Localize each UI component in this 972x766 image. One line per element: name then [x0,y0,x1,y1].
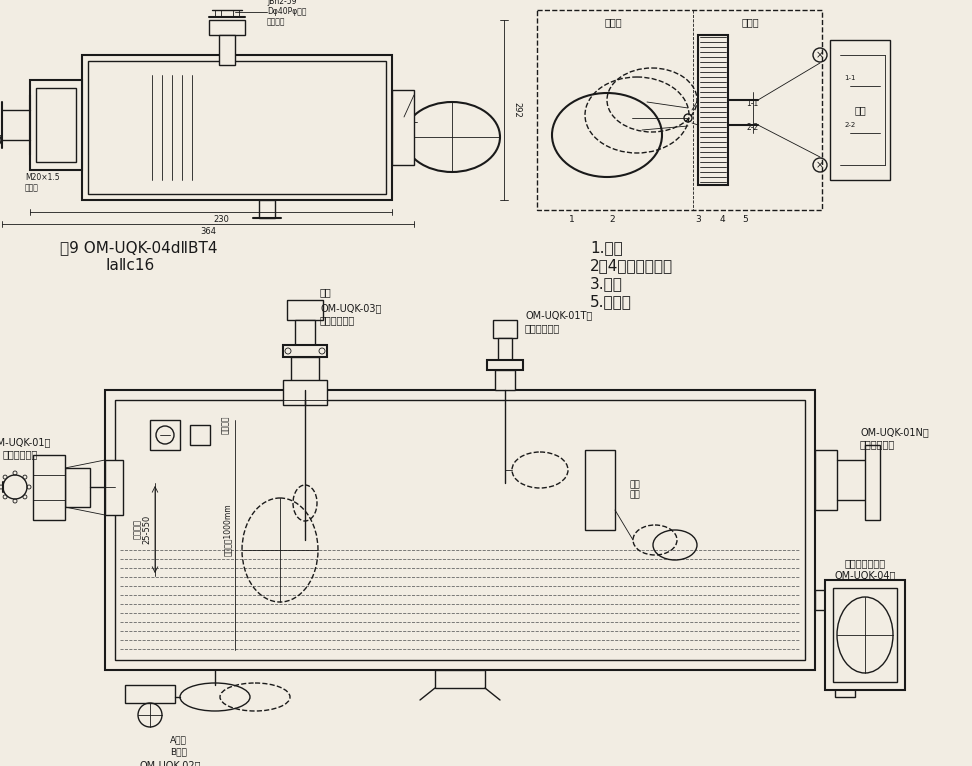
Bar [105,390,815,670]
Text: 2: 2 [609,215,615,224]
Bar [82,55,392,200]
Text: 3: 3 [695,215,701,224]
Text: 顶端垂直安装: 顶端垂直安装 [320,315,355,325]
Bar [259,200,275,218]
Bar [33,455,65,520]
Bar [65,468,90,507]
Text: 外侧面水平安装: 外侧面水平安装 [845,558,885,568]
Bar [498,338,512,360]
Text: JBh2-59: JBh2-59 [267,0,296,6]
Bar [835,685,855,697]
Bar [150,420,180,450]
Bar [30,80,82,170]
Text: 292: 292 [512,102,521,118]
Text: 1-1: 1-1 [845,75,855,81]
Bar [291,357,319,387]
Text: OM-UQK-04型: OM-UQK-04型 [834,570,895,580]
Bar [88,61,386,194]
Text: 2-2: 2-2 [845,122,855,128]
Text: 侧面水平安装: 侧面水平安装 [860,439,895,449]
Text: 浮球组: 浮球组 [605,17,622,27]
Bar [36,88,76,162]
Text: 1: 1 [570,215,574,224]
Text: 2-2: 2-2 [746,123,758,133]
Text: 凹面: 凹面 [320,287,331,297]
Text: OM-UQK-03型: OM-UQK-03型 [320,303,381,313]
Bar [125,685,175,703]
Text: 5.动触头: 5.动触头 [590,294,632,309]
Text: 230: 230 [213,215,229,224]
Bar [537,10,822,210]
Text: IaⅡc16: IaⅡc16 [105,258,155,273]
Text: 管编制造: 管编制造 [267,18,286,27]
Bar [815,590,830,610]
Bar [219,35,235,65]
Text: OM-UQK-01T型: OM-UQK-01T型 [525,310,592,320]
Bar [830,40,890,180]
Bar [585,450,615,530]
Text: 内螺纹: 内螺纹 [25,184,39,192]
Bar [825,580,905,690]
Bar [833,588,897,682]
Text: 控制范围: 控制范围 [132,519,142,539]
Bar [815,450,837,510]
Text: 2、4相同磁极磁钢: 2、4相同磁极磁钢 [590,258,674,273]
Bar [295,320,315,345]
Text: 5: 5 [743,215,747,224]
Bar [287,300,323,320]
Text: OM-UQK-01N型: OM-UQK-01N型 [860,427,929,437]
Text: Dφ40Pφ压力: Dφ40Pφ压力 [267,8,306,17]
Bar [283,380,327,405]
Text: 电源: 电源 [854,105,866,115]
Text: 顶端垂直安装: 顶端垂直安装 [525,323,560,333]
Ellipse shape [404,102,500,172]
Text: 最大范围1000mm: 最大范围1000mm [223,504,231,556]
Text: 侧面水平安装: 侧面水平安装 [2,449,38,459]
Text: ×: × [816,50,824,60]
Text: 控制范围: 控制范围 [221,416,229,434]
Bar [865,445,880,520]
Text: M20×1.5: M20×1.5 [25,174,59,182]
Text: 触头组: 触头组 [742,17,759,27]
Bar [115,400,805,660]
Text: 25-550: 25-550 [143,515,152,544]
Bar [105,460,123,515]
Bar [283,345,327,357]
Text: 图9 OM-UQK-04dⅡBT4: 图9 OM-UQK-04dⅡBT4 [60,241,218,256]
Text: B法兰: B法兰 [170,748,187,757]
Text: 1.浮球: 1.浮球 [590,241,623,256]
Bar [392,90,414,165]
Text: 固定
磁钢: 固定 磁钢 [630,480,641,499]
Text: 3.外壳: 3.外壳 [590,277,623,292]
Text: OM-UQK-01型: OM-UQK-01型 [0,437,51,447]
Text: A法兰: A法兰 [170,735,187,745]
Text: ×: × [816,160,824,170]
Bar [435,670,485,688]
Bar [698,35,728,185]
Text: 4: 4 [719,215,725,224]
Bar [495,370,515,390]
Bar [487,360,523,370]
Bar [209,20,245,35]
Text: 1-1: 1-1 [746,99,758,107]
Bar [493,320,517,338]
Text: 364: 364 [200,228,216,237]
Bar [190,425,210,445]
Text: OM-UQK-02型: OM-UQK-02型 [139,760,201,766]
